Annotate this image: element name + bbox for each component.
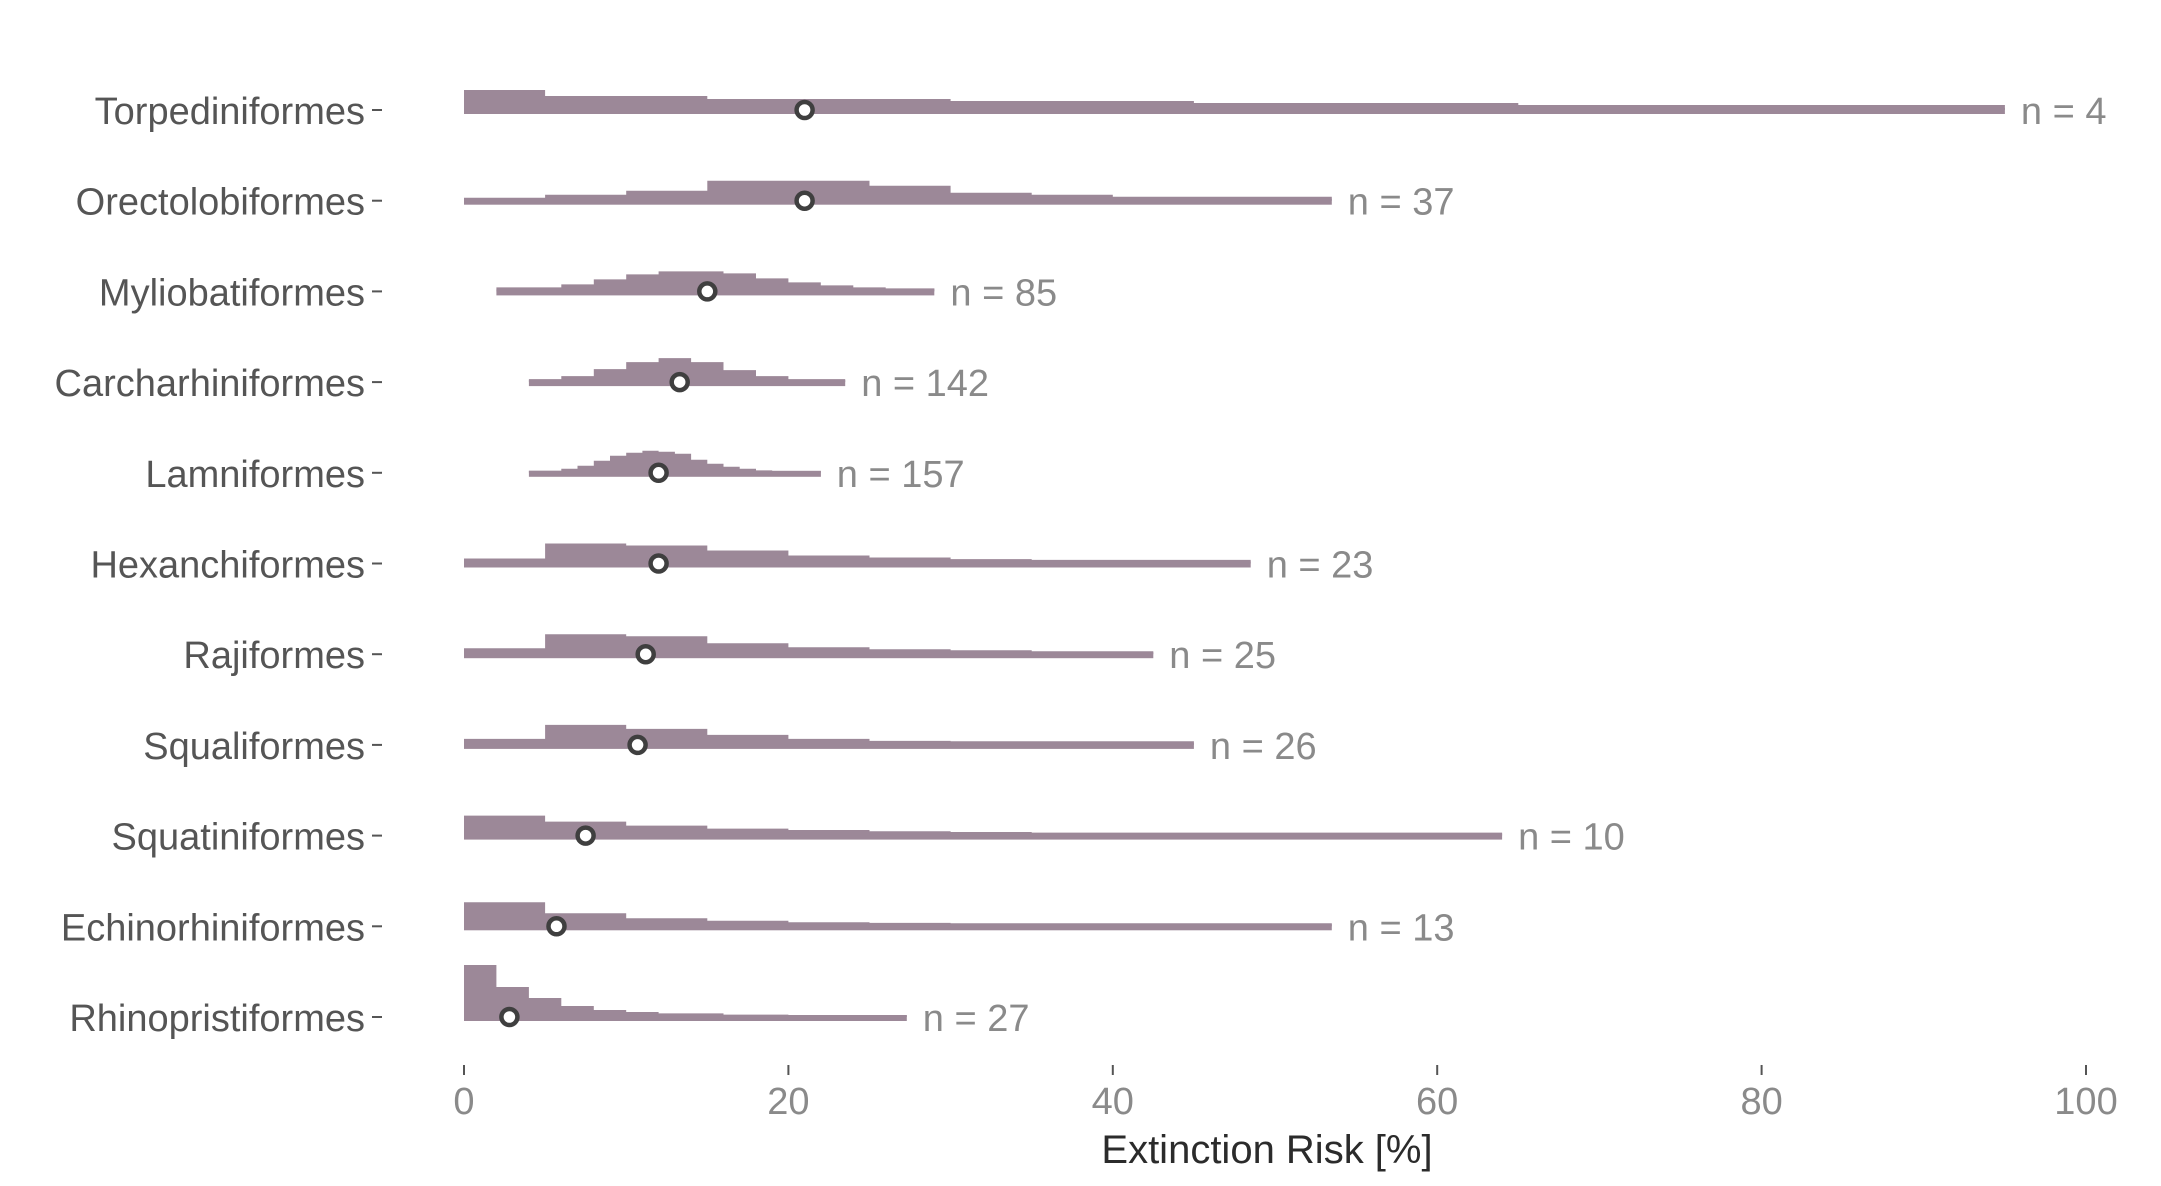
- histogram-band-hexanchiformes: [464, 561, 1251, 568]
- category-label-squaliformes: Squaliformes: [143, 726, 365, 768]
- histogram-squaliformes: [464, 724, 1194, 745]
- x-tick-label-100: 100: [2054, 1081, 2117, 1123]
- mean-marker-myliobatiformes: [697, 281, 718, 302]
- mean-marker-echinorhiniformes: [546, 916, 567, 937]
- histogram-band-lamniformes: [528, 470, 821, 477]
- histogram-myliobatiformes: [496, 271, 935, 292]
- mean-marker-carcharhiniformes: [669, 371, 690, 393]
- x-axis-title: Extinction Risk [%]: [1101, 1128, 1432, 1172]
- x-tick-label-80: 80: [1740, 1081, 1782, 1123]
- category-label-carcharhiniformes: Carcharhiniformes: [55, 363, 365, 405]
- histogram-band-squaliformes: [464, 742, 1194, 749]
- x-axis: 0 20 40 60 80 100: [453, 1065, 2118, 1123]
- histograms: [464, 90, 2005, 1021]
- mean-marker-rhinopristiformes: [499, 1006, 520, 1028]
- count-label-rajiformes: n = 25: [1169, 635, 1276, 677]
- histogram-orectolobiformes: [464, 180, 1332, 201]
- count-label-rhinopristiformes: n = 27: [923, 998, 1030, 1040]
- histogram-band-rajiformes: [464, 652, 1154, 659]
- mean-marker-rajiformes: [635, 643, 656, 665]
- count-label-orectolobiformes: n = 37: [1348, 182, 1455, 224]
- category-label-rhinopristiformes: Rhinopristiformes: [69, 998, 365, 1040]
- count-label-hexanchiformes: n = 23: [1267, 545, 1374, 587]
- mean-marker-lamniformes: [648, 462, 669, 484]
- histogram-rajiformes: [464, 634, 1154, 655]
- category-label-rajiformes: Rajiformes: [183, 635, 365, 677]
- mean-marker-orectolobiformes: [794, 190, 815, 211]
- category-label-orectolobiformes: Orectolobiformes: [76, 182, 365, 224]
- histogram-hexanchiformes: [464, 543, 1251, 564]
- mean-marker-squatiniformes: [575, 825, 596, 846]
- count-label-squaliformes: n = 26: [1210, 726, 1317, 768]
- count-label-torpediniformes: n = 4: [2021, 91, 2107, 133]
- x-tick-label-0: 0: [453, 1081, 474, 1123]
- histogram-rhinopristiformes: [464, 965, 907, 1017]
- category-label-lamniformes: Lamniformes: [145, 454, 365, 496]
- histogram-band-squatiniformes: [464, 833, 1503, 840]
- mean-marker-torpediniformes: [794, 99, 815, 121]
- histogram-echinorhiniformes: [464, 902, 1332, 927]
- count-label-echinorhiniformes: n = 13: [1348, 907, 1455, 949]
- histogram-torpediniformes: [464, 90, 2005, 110]
- category-label-echinorhiniformes: Echinorhiniformes: [61, 907, 365, 949]
- category-label-torpediniformes: Torpediniformes: [95, 91, 365, 133]
- count-label-myliobatiformes: n = 85: [950, 272, 1057, 314]
- count-label-carcharhiniformes: n = 142: [861, 363, 989, 405]
- count-labels: n = 4 n = 37 n = 85 n = 142 n = 157 n = 23 n =…: [837, 91, 2107, 1040]
- mean-marker-hexanchiformes: [648, 553, 669, 574]
- category-labels: Torpediniformes Orectolobiformes Myliobati…: [55, 91, 382, 1040]
- mean-markers: [499, 99, 815, 1028]
- histogram-lamniformes: [528, 450, 821, 473]
- category-label-hexanchiformes: Hexanchiformes: [90, 545, 365, 587]
- mean-marker-squaliformes: [627, 734, 648, 756]
- histogram-band-torpediniformes: [464, 108, 2005, 114]
- category-label-squatiniformes: Squatiniformes: [112, 817, 365, 859]
- x-tick-label-60: 60: [1416, 1081, 1458, 1123]
- count-label-lamniformes: n = 157: [837, 454, 965, 496]
- x-tick-label-20: 20: [767, 1081, 809, 1123]
- histogram-band-orectolobiformes: [464, 198, 1332, 205]
- category-label-myliobatiformes: Myliobatiformes: [99, 272, 365, 314]
- histogram-squatiniformes: [464, 815, 1503, 836]
- histogram-band-echinorhiniformes: [464, 924, 1332, 931]
- histogram-carcharhiniformes: [528, 358, 846, 383]
- count-label-squatiniformes: n = 10: [1518, 817, 1625, 859]
- x-tick-label-40: 40: [1092, 1081, 1134, 1123]
- histogram-band-rhinopristiformes: [464, 1015, 907, 1021]
